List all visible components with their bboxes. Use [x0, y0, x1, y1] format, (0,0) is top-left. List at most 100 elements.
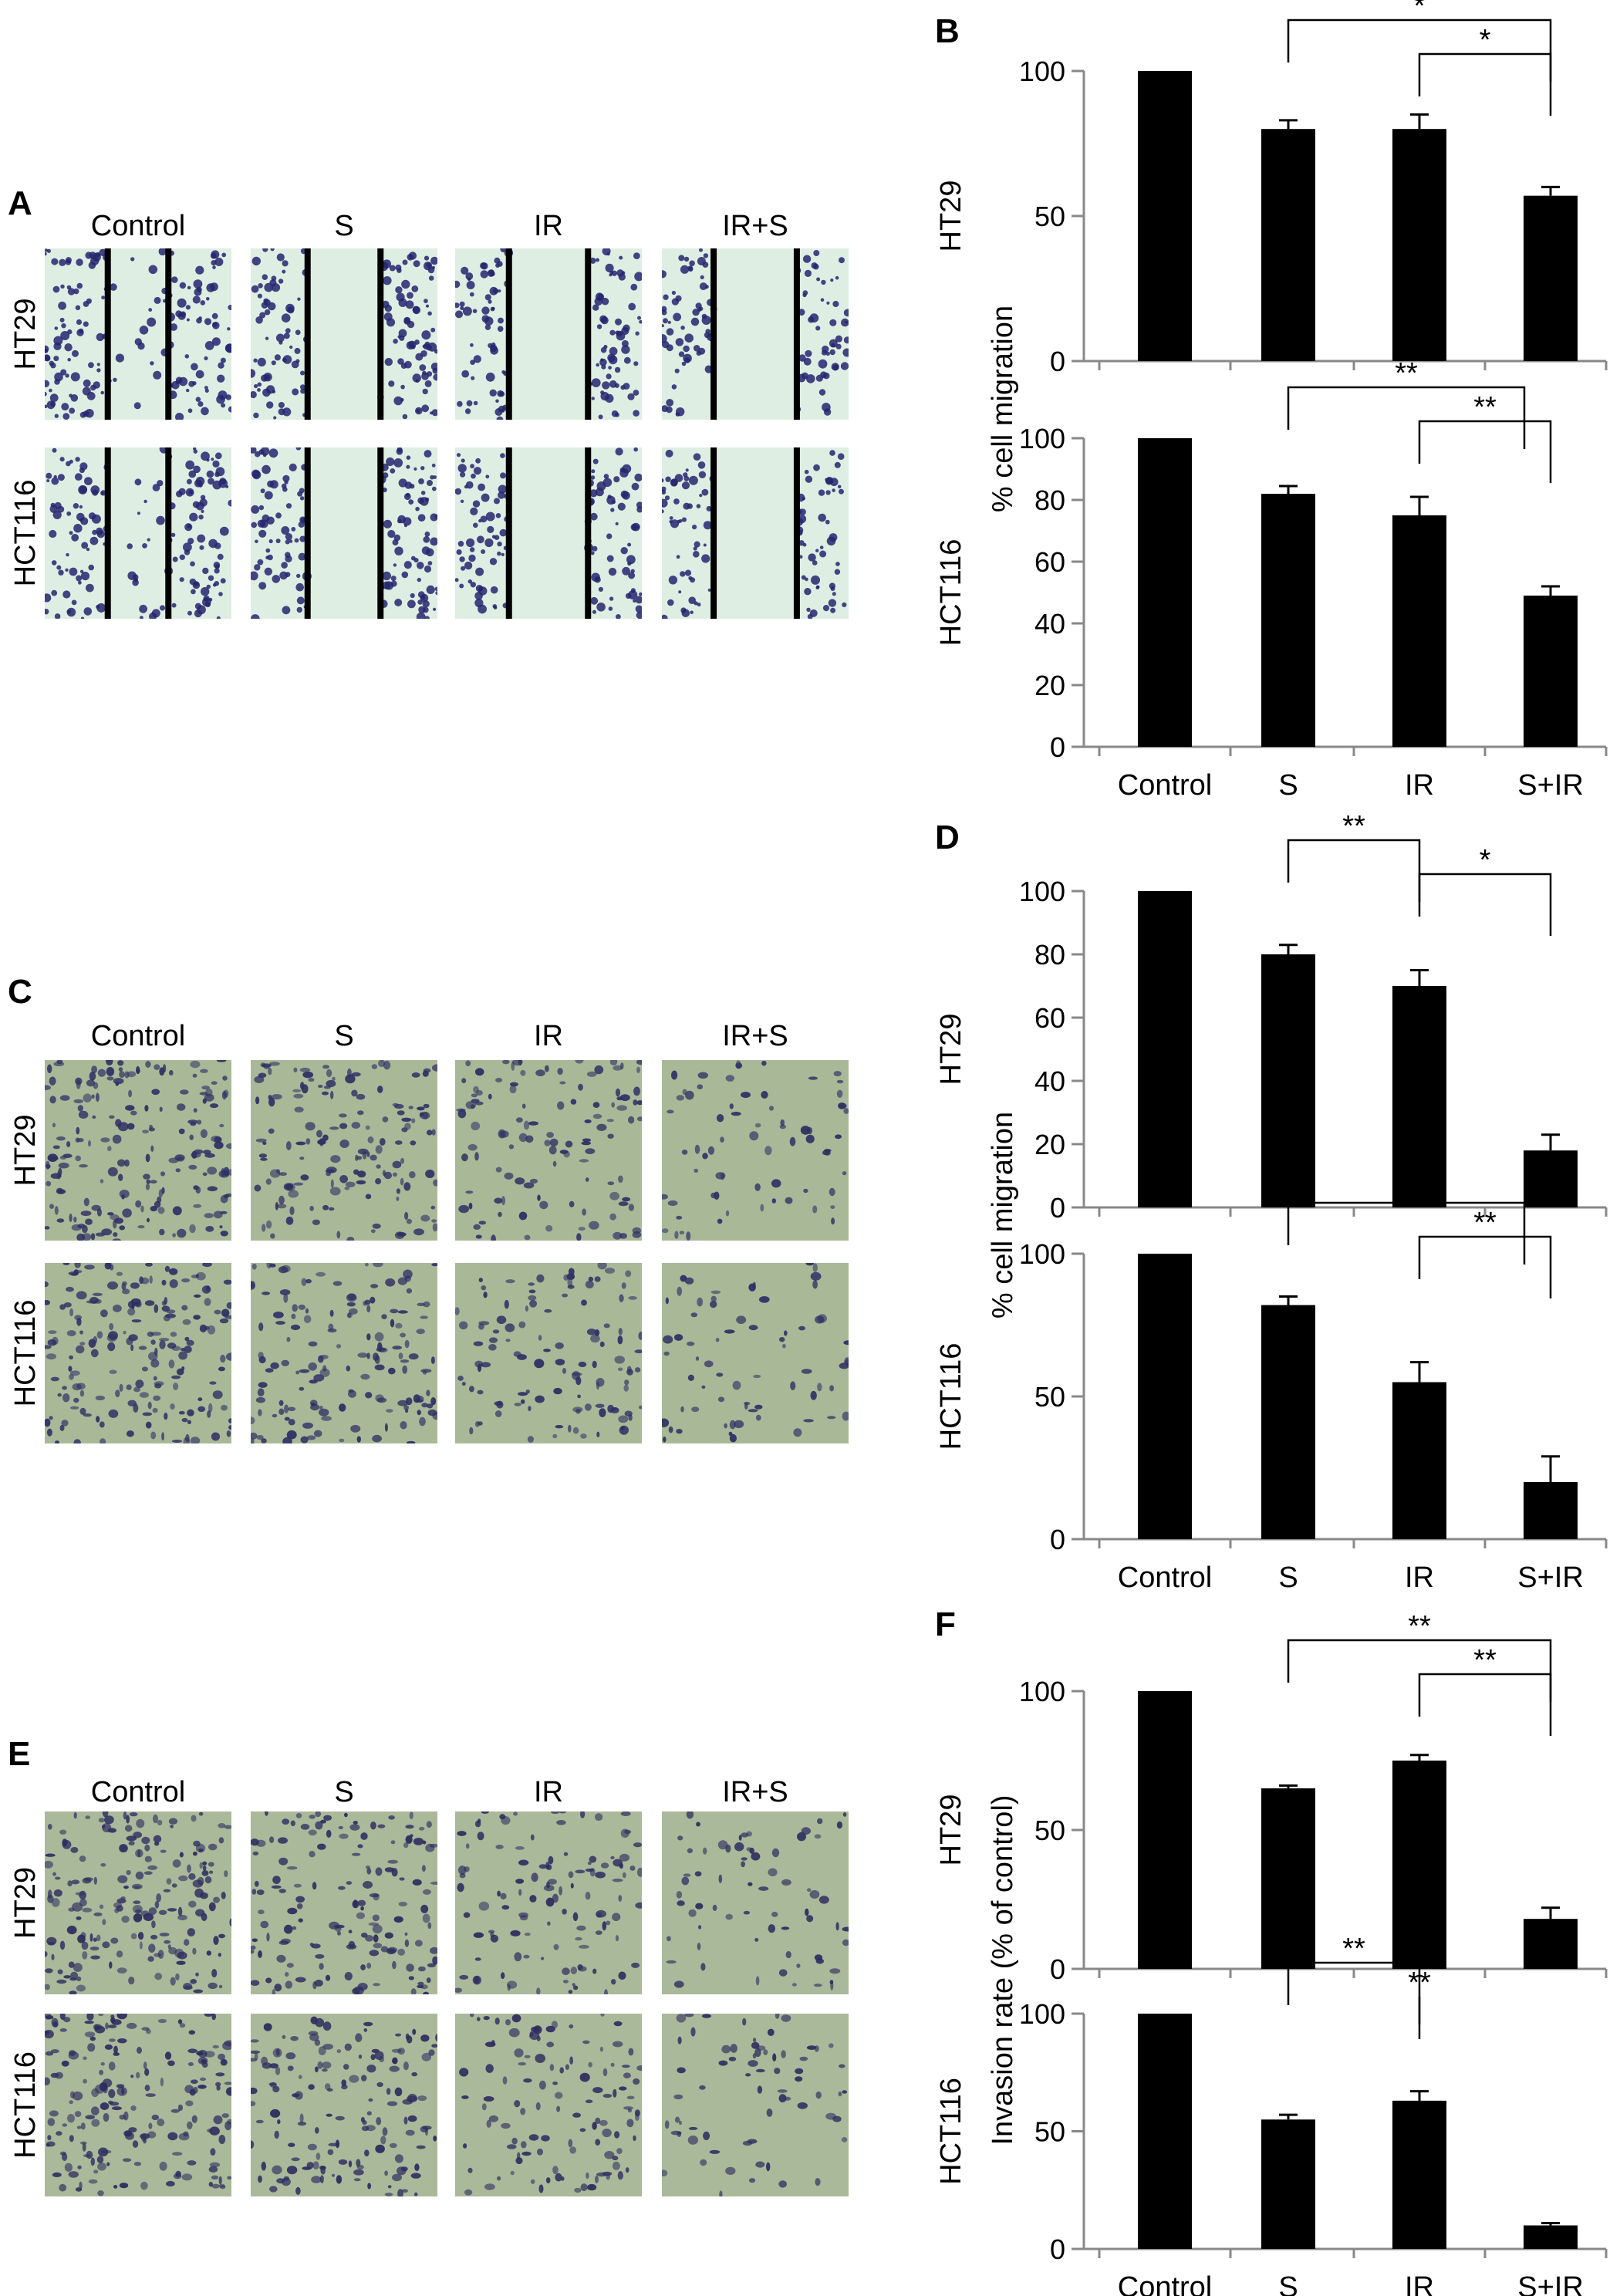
- micrograph-hct116-control: [45, 447, 231, 619]
- significance-marker: **: [1395, 1173, 1418, 1205]
- panel-a-micrographs: A Control S IR IR+S HT29 HCT116: [8, 184, 849, 619]
- column-label-control: Control: [91, 210, 186, 242]
- y-tick-label: 0: [1050, 2234, 1065, 2265]
- micrograph-ht29-ir-s: [662, 248, 849, 420]
- significance-bracket: *: [1287, 0, 1552, 82]
- row-label-hct116: HCT116: [9, 480, 42, 587]
- y-tick-label: 60: [1034, 1002, 1065, 1034]
- micrograph-hct116-ir: [455, 2014, 642, 2196]
- x-tick-label-ir: IR: [1405, 769, 1434, 802]
- panel-letter-d: D: [935, 819, 960, 856]
- x-tick-label-s: S: [1278, 2271, 1298, 2296]
- micrograph-hct116-ir-s: [662, 1263, 849, 1443]
- bar-ir: [1392, 986, 1446, 1207]
- bar-s-ir: [1524, 1482, 1578, 1539]
- row-label-hct116: HCT116: [9, 2051, 42, 2159]
- chart-row-label-ht29: HT29: [935, 1795, 967, 1866]
- bar-control: [1138, 2014, 1192, 2249]
- chart-b-hct116: 0 20 40 60 80 100 Control S IR S+IR HCT116 ** **: [935, 357, 1608, 802]
- y-tick-label: 20: [1034, 670, 1065, 701]
- bar-s: [1261, 2119, 1315, 2249]
- significance-bracket: **: [1287, 1173, 1526, 1264]
- x-tick-label-s: S: [1278, 1562, 1298, 1594]
- micrograph-hct116-ir-s: [662, 2014, 849, 2196]
- micrograph-ht29-ir-s: [662, 1811, 849, 1994]
- y-tick-label: 100: [1019, 56, 1065, 87]
- x-tick-label-control: Control: [1118, 1562, 1213, 1594]
- panel-c-micrographs: C Control S IR IR+S HT29 HCT116: [8, 973, 849, 1443]
- micrograph-ht29-control: [45, 1811, 231, 1994]
- significance-marker: **: [1473, 391, 1497, 424]
- significance-bracket: **: [1418, 1207, 1552, 1298]
- significance-bracket: **: [1418, 1644, 1552, 1736]
- significance-bracket: **: [1418, 391, 1552, 483]
- micrograph-hct116-s: [251, 447, 437, 619]
- micrograph-ht29-s: [251, 1811, 437, 1994]
- micrograph-ht29-s: [251, 248, 437, 420]
- panel-letter-e: E: [8, 1735, 30, 1773]
- y-tick-label: 50: [1034, 2116, 1065, 2148]
- micrograph-hct116-control: [45, 1263, 231, 1443]
- y-tick-label: 0: [1050, 1192, 1065, 1224]
- chart-row-label-hct116: HCT116: [935, 2078, 967, 2185]
- chart-f-ht29: F 0 50 100 HT29 ** **: [935, 1606, 1608, 1985]
- micrograph-hct116-ir: [455, 447, 642, 619]
- y-tick-label: 50: [1034, 1381, 1065, 1413]
- significance-marker: *: [1480, 844, 1491, 876]
- row-label-ht29: HT29: [9, 299, 42, 370]
- micrograph-hct116-s: [251, 1263, 437, 1443]
- bar-s-ir: [1524, 2225, 1578, 2249]
- bar-control: [1138, 71, 1192, 361]
- bar-s-ir: [1524, 195, 1578, 361]
- y-tick-label: 100: [1019, 1676, 1065, 1707]
- bar-s-ir: [1524, 596, 1578, 747]
- significance-marker: *: [1480, 24, 1491, 56]
- column-label-control: Control: [91, 1020, 186, 1052]
- x-tick-label-control: Control: [1118, 2271, 1213, 2296]
- significance-bracket: *: [1418, 844, 1552, 936]
- micrograph-panels: A Control S IR IR+S HT29 HCT116 C Control S IR IR+S…: [8, 184, 849, 2196]
- y-tick-label: 80: [1034, 939, 1065, 971]
- chart-row-label-hct116: HCT116: [935, 1343, 967, 1450]
- column-label-ir: IR: [534, 1776, 563, 1808]
- y-tick-label: 40: [1034, 1065, 1065, 1097]
- significance-marker: **: [1342, 810, 1365, 842]
- column-label-ir: IR: [534, 210, 563, 242]
- panel-letter-a: A: [8, 184, 32, 222]
- bar-ir: [1392, 1382, 1446, 1539]
- y-tick-label: 100: [1019, 423, 1065, 454]
- bar-control: [1138, 1254, 1192, 1539]
- bar-s: [1261, 1305, 1315, 1539]
- row-label-ht29: HT29: [9, 1867, 42, 1939]
- micrograph-ht29-ir: [455, 1811, 642, 1994]
- micrograph-ht29-control: [45, 248, 231, 420]
- row-label-hct116: HCT116: [9, 1300, 42, 1407]
- column-label-s: S: [334, 1020, 353, 1052]
- significance-marker: **: [1408, 1610, 1431, 1643]
- y-tick-label: 80: [1034, 485, 1065, 516]
- chart-row-label-ht29: HT29: [935, 1014, 967, 1086]
- y-tick-label: 40: [1034, 608, 1065, 640]
- y-tick-label: 50: [1034, 201, 1065, 232]
- bar-ir: [1392, 515, 1446, 747]
- micrograph-ht29-ir: [455, 1060, 642, 1241]
- panel-letter-c: C: [8, 973, 32, 1011]
- panel-letter-f: F: [935, 1606, 956, 1643]
- row-label-ht29: HT29: [9, 1115, 42, 1187]
- bar-s-ir: [1524, 1150, 1578, 1207]
- bar-control: [1138, 438, 1192, 747]
- significance-bracket: **: [1287, 810, 1421, 902]
- significance-marker: **: [1473, 1644, 1497, 1676]
- significance-bracket: **: [1287, 1610, 1552, 1702]
- significance-marker: *: [1414, 0, 1426, 22]
- bar-ir: [1392, 1761, 1446, 1969]
- significance-marker: **: [1408, 1967, 1431, 1999]
- y-axis-title-d: % cell migration: [987, 1112, 1019, 1319]
- y-tick-label: 20: [1034, 1129, 1065, 1160]
- bar-s: [1261, 494, 1315, 747]
- micrograph-ht29-control: [45, 1060, 231, 1241]
- y-tick-label: 50: [1034, 1815, 1065, 1846]
- x-tick-label-control: Control: [1118, 769, 1213, 802]
